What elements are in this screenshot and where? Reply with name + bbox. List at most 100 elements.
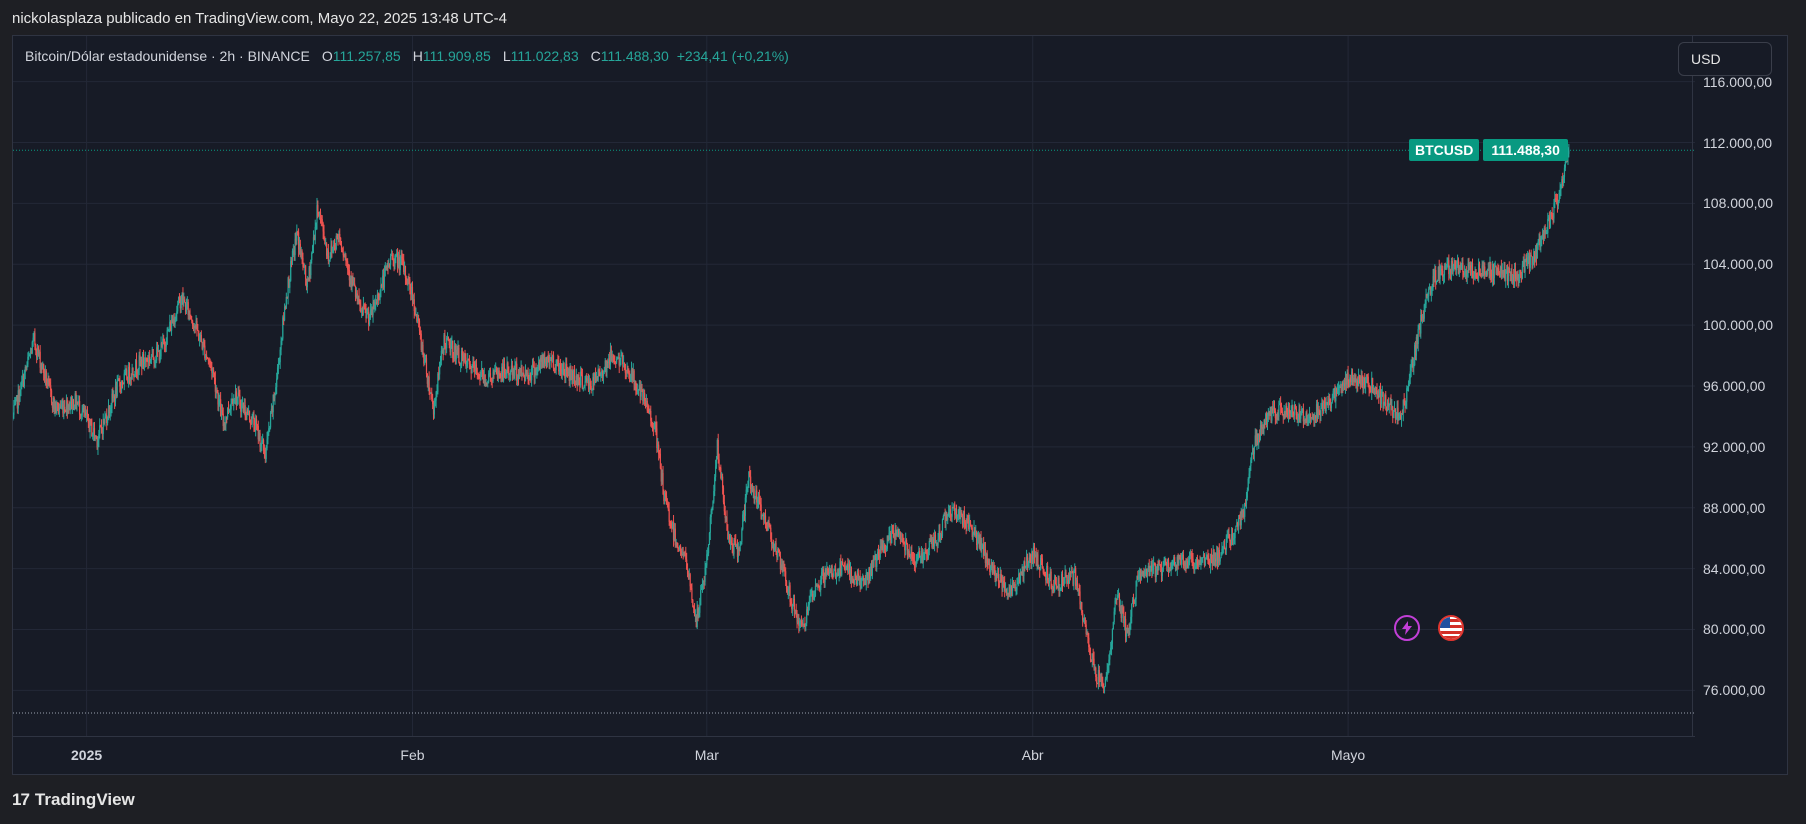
candle	[320, 214, 322, 227]
candle	[1203, 553, 1206, 568]
candle-body	[1140, 572, 1142, 580]
candle-body	[1135, 581, 1137, 600]
candle-body	[972, 532, 974, 538]
candle	[304, 265, 307, 286]
candle	[330, 238, 332, 259]
candle-body	[1457, 259, 1460, 274]
candle	[83, 403, 85, 418]
candle	[658, 449, 661, 459]
candle	[1289, 410, 1291, 419]
candle	[564, 368, 566, 384]
candle-body	[524, 369, 527, 382]
candle-body	[571, 370, 573, 380]
candle	[1208, 553, 1210, 566]
candle-body	[1397, 407, 1399, 419]
candle-body	[786, 588, 789, 593]
candle-body	[177, 297, 180, 305]
candle	[1277, 409, 1279, 421]
candle	[1331, 393, 1333, 404]
candle	[72, 398, 75, 411]
candle-body	[227, 407, 229, 418]
candle-body	[1435, 280, 1438, 283]
candle-body	[657, 444, 659, 449]
candle-body	[763, 514, 765, 520]
candle	[59, 400, 61, 409]
candle	[694, 609, 697, 623]
candle	[862, 573, 864, 581]
candle	[847, 557, 849, 576]
candle	[1169, 562, 1171, 572]
candle-body	[285, 296, 287, 309]
candle	[533, 361, 535, 385]
candle	[573, 364, 576, 386]
candle-body	[268, 428, 270, 433]
candle-body	[849, 564, 851, 577]
candle	[691, 583, 693, 603]
candle-body	[1463, 272, 1465, 276]
candle	[665, 491, 668, 505]
candle-body	[460, 364, 462, 366]
candle-body	[246, 409, 248, 417]
candle-body	[1465, 270, 1467, 277]
candle	[1365, 376, 1367, 394]
candle-body	[83, 407, 85, 414]
candle	[982, 543, 984, 550]
candle	[662, 465, 664, 495]
candle	[1372, 384, 1375, 394]
candle-body	[495, 368, 498, 374]
candle	[467, 358, 470, 361]
candle	[531, 358, 534, 376]
candle-body	[1301, 408, 1304, 410]
candle	[1202, 551, 1205, 558]
candle-body	[354, 283, 356, 286]
candle-body	[831, 565, 833, 576]
candle	[1456, 254, 1459, 268]
candle-body	[1183, 564, 1185, 566]
candle	[506, 356, 508, 379]
candle	[1010, 578, 1012, 599]
candle-body	[1254, 435, 1256, 447]
candle	[15, 395, 18, 402]
candle-body	[1417, 329, 1419, 344]
candle-body	[638, 385, 640, 390]
candle	[101, 427, 103, 440]
candle	[703, 576, 705, 590]
candle	[593, 372, 595, 391]
candle-body	[1179, 558, 1181, 560]
candle	[1082, 617, 1085, 623]
candle-body	[323, 231, 325, 240]
candle-body	[585, 378, 587, 382]
candle-body	[1025, 566, 1027, 568]
candle	[132, 367, 134, 376]
candle-body	[586, 378, 588, 381]
candle	[1283, 404, 1285, 420]
candlestick-chart[interactable]	[13, 36, 1695, 736]
candle-body	[1460, 263, 1462, 270]
candle	[25, 365, 27, 372]
candle	[1395, 412, 1397, 420]
candle-body	[327, 250, 329, 262]
candle	[557, 354, 559, 367]
candle-body	[661, 472, 663, 482]
candle-body	[347, 261, 349, 270]
candle	[1276, 412, 1278, 424]
candle	[733, 537, 735, 559]
candle	[1322, 399, 1324, 416]
candle	[944, 508, 946, 529]
candle-body	[103, 418, 105, 424]
candle-body	[517, 375, 520, 379]
candle-body	[1365, 375, 1368, 381]
candle	[1227, 528, 1229, 539]
plot-area[interactable]	[13, 36, 1695, 736]
candle-body	[33, 333, 35, 338]
candle	[899, 531, 902, 545]
candle	[1060, 587, 1062, 592]
candle	[807, 601, 810, 616]
candle	[1273, 400, 1276, 414]
candle-body	[373, 302, 375, 310]
candle	[823, 572, 825, 588]
candle-body	[942, 516, 944, 520]
chart-panel[interactable]: Bitcoin/Dólar estadounidense · 2h · BINA…	[12, 35, 1788, 775]
candle-body	[1451, 260, 1453, 270]
candle	[1008, 583, 1010, 598]
